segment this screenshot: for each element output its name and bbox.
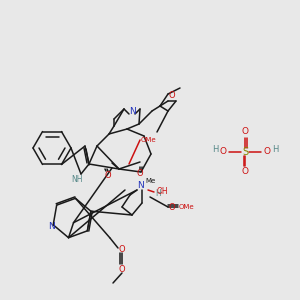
Text: S: S (242, 147, 248, 157)
Text: H: H (212, 146, 218, 154)
Text: O: O (169, 202, 175, 211)
Text: OH: OH (156, 188, 168, 196)
Text: O: O (137, 169, 143, 178)
Text: O: O (242, 167, 248, 176)
Text: H: H (272, 146, 278, 154)
Text: OMe: OMe (178, 204, 194, 210)
Text: OMe: OMe (140, 137, 156, 143)
Text: NH: NH (71, 175, 83, 184)
Text: N: N (136, 181, 143, 190)
Text: Me: Me (145, 178, 155, 184)
Text: O: O (105, 170, 111, 179)
Text: O: O (169, 92, 175, 100)
Text: O: O (119, 245, 125, 254)
Text: H: H (155, 188, 161, 197)
Text: O: O (119, 266, 125, 274)
Text: N: N (48, 222, 55, 231)
Text: O: O (263, 148, 271, 157)
Text: N: N (129, 106, 135, 116)
Text: O: O (242, 128, 248, 136)
Text: O: O (220, 148, 226, 157)
